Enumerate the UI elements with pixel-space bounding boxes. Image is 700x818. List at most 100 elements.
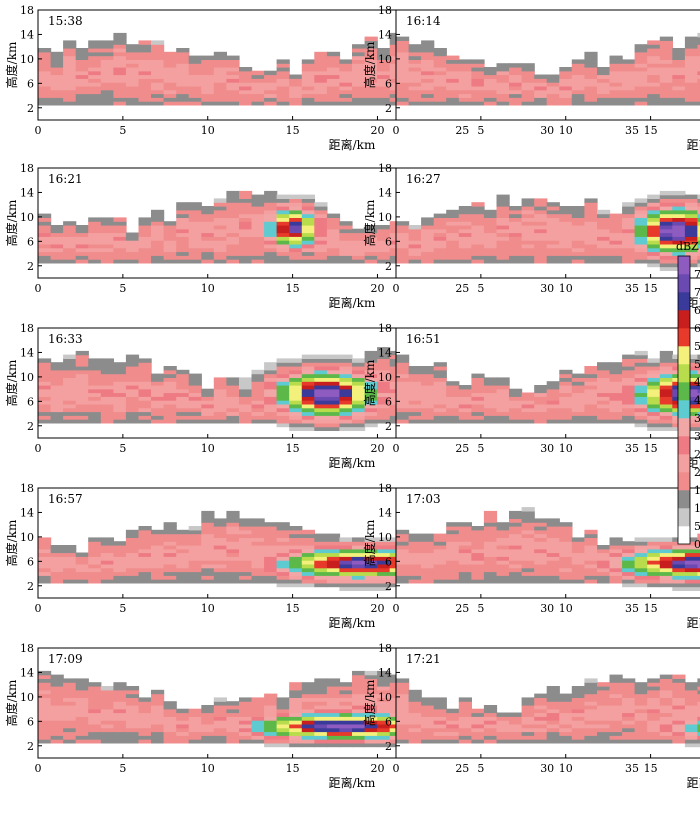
dbz-cell xyxy=(471,78,485,83)
dbz-cell xyxy=(88,392,102,397)
dbz-cell xyxy=(50,63,64,68)
dbz-cell xyxy=(622,255,636,260)
dbz-cell xyxy=(546,240,560,245)
dbz-cell xyxy=(314,415,328,420)
dbz-cell xyxy=(113,385,127,390)
dbz-cell xyxy=(483,101,498,106)
dbz-cell xyxy=(584,366,598,371)
dbz-cell xyxy=(251,232,265,237)
dbz-cell xyxy=(276,545,290,550)
dbz-cell xyxy=(251,415,265,420)
dbz-cell xyxy=(647,217,661,222)
dbz-cell xyxy=(597,82,611,87)
dbz-cell xyxy=(38,225,52,230)
dbz-cell xyxy=(559,400,573,405)
dbz-cell xyxy=(326,221,341,226)
dbz-cell xyxy=(176,55,190,60)
dbz-cell xyxy=(264,545,278,550)
dbz-cell xyxy=(88,40,102,45)
dbz-cell xyxy=(634,206,648,211)
dbz-cell xyxy=(138,400,152,405)
dbz-cell xyxy=(113,400,127,405)
dbz-cell xyxy=(647,255,661,260)
dbz-cell xyxy=(314,358,328,363)
dbz-cell xyxy=(339,385,353,390)
dbz-cell xyxy=(534,85,548,91)
dbz-cell xyxy=(251,403,265,409)
dbz-cell xyxy=(264,407,278,413)
dbz-cell xyxy=(339,93,353,98)
dbz-cell xyxy=(326,78,341,83)
dbz-cell xyxy=(276,579,290,584)
dbz-cell xyxy=(684,392,699,397)
dbz-cell xyxy=(251,388,265,394)
dbz-cell xyxy=(75,251,89,256)
dbz-cell xyxy=(50,251,64,256)
dbz-cell xyxy=(647,44,661,49)
dbz-cell xyxy=(163,251,177,256)
dbz-cell xyxy=(534,213,548,218)
dbz-cell xyxy=(301,82,315,87)
dbz-cell xyxy=(446,70,460,76)
dbz-cell xyxy=(364,240,378,245)
dbz-cell xyxy=(276,78,290,83)
dbz-cell xyxy=(433,385,447,390)
dbz-cell xyxy=(264,552,278,557)
dbz-cell xyxy=(546,243,560,249)
dbz-cell xyxy=(622,225,636,230)
dbz-cell xyxy=(50,545,64,550)
dbz-cell xyxy=(559,259,573,264)
dbz-cell xyxy=(251,70,265,76)
dbz-cell xyxy=(364,255,378,260)
dbz-cell xyxy=(125,563,140,569)
dbz-cell xyxy=(421,228,435,234)
dbz-cell xyxy=(289,225,303,230)
dbz-cell xyxy=(113,381,127,386)
dbz-cell xyxy=(364,225,378,230)
dbz-cell xyxy=(201,97,215,102)
panel-time-label: 16:21 xyxy=(48,172,83,186)
dbz-cell xyxy=(697,221,700,226)
dbz-cell xyxy=(239,388,253,394)
dbz-cell xyxy=(684,63,699,68)
dbz-cell xyxy=(138,82,152,87)
dbz-cell xyxy=(571,78,585,83)
dbz-cell xyxy=(113,563,127,569)
dbz-cell xyxy=(609,403,623,409)
dbz-cell xyxy=(647,213,661,218)
dbz-cell xyxy=(521,419,535,424)
dbz-cell xyxy=(176,259,190,264)
dbz-cell xyxy=(634,381,648,386)
dbz-cell xyxy=(377,51,391,57)
dbz-cell xyxy=(546,93,560,98)
dbz-cell xyxy=(471,225,485,230)
dbz-cell xyxy=(496,198,510,203)
dbz-cell xyxy=(201,74,215,79)
dbz-cell xyxy=(251,556,265,561)
dbz-cell xyxy=(138,70,152,76)
dbz-cell xyxy=(125,373,140,378)
dbz-cell xyxy=(446,59,460,64)
dbz-cell xyxy=(458,228,472,234)
dbz-cell xyxy=(609,366,623,371)
dbz-cell xyxy=(151,247,165,253)
dbz-cell xyxy=(471,251,485,256)
dbz-cell xyxy=(458,259,472,264)
dbz-cell xyxy=(559,411,573,416)
dbz-cell xyxy=(251,385,265,390)
dbz-cell xyxy=(239,236,253,241)
dbz-cell xyxy=(377,55,391,60)
dbz-cell xyxy=(226,85,240,91)
dbz-cell xyxy=(647,78,661,83)
dbz-cell xyxy=(301,548,315,554)
dbz-cell xyxy=(75,74,89,79)
dbz-cell xyxy=(138,571,152,576)
dbz-cell xyxy=(188,560,202,565)
dbz-cell xyxy=(264,373,278,378)
dbz-cell xyxy=(377,259,391,264)
dbz-cell xyxy=(339,240,353,245)
dbz-cell xyxy=(339,63,353,68)
dbz-cell xyxy=(289,251,303,256)
dbz-cell xyxy=(571,217,585,222)
dbz-cell xyxy=(471,385,485,390)
